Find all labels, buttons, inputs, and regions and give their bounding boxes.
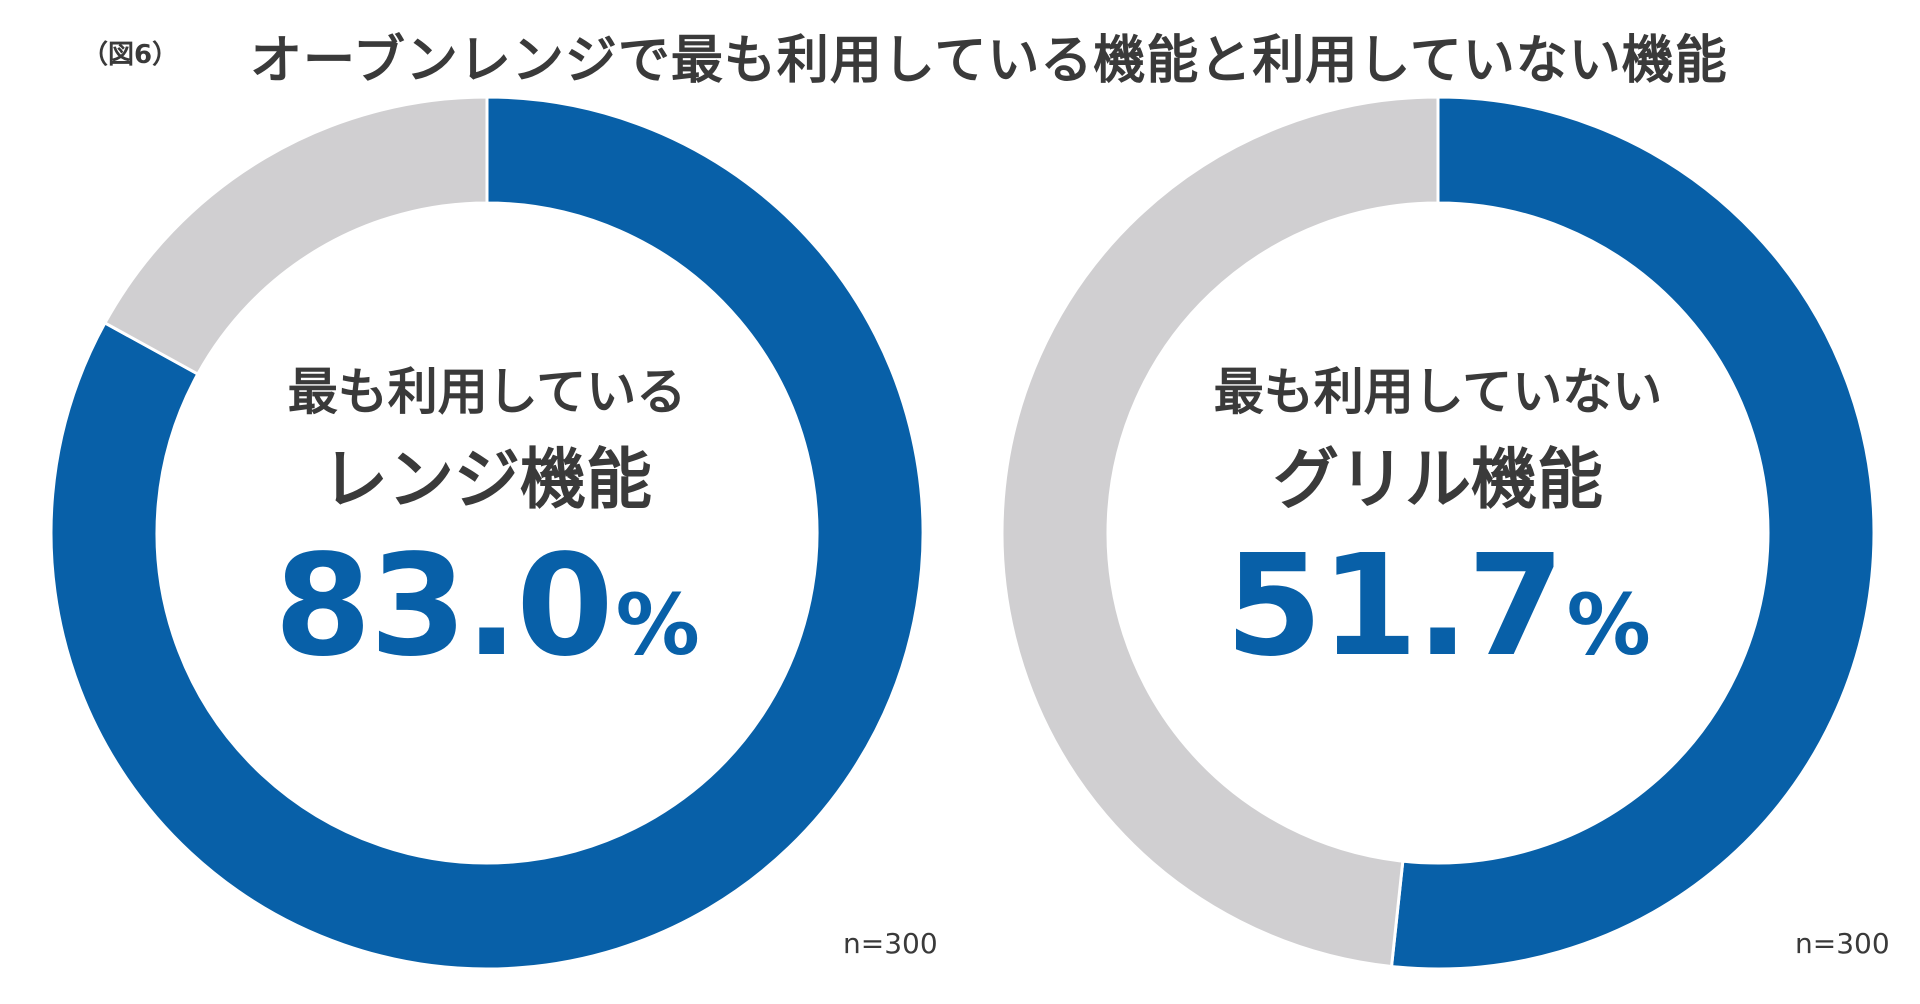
donut-1-sample-size: n=300 (843, 927, 938, 960)
donut-2-value: 51.7% (1188, 537, 1688, 677)
donut-1-value-number: 83.0 (274, 525, 613, 688)
donut-2-center-label: 最も利用していない グリル機能 51.7% (1188, 367, 1688, 677)
donut-1-category: レンジ機能 (322, 441, 652, 518)
donut-2-value-number: 51.7 (1225, 525, 1564, 688)
donut-2-sample-size: n=300 (1795, 927, 1890, 960)
figure-title: オーブンレンジで最も利用している機能と利用していない機能 (250, 31, 1728, 91)
donut-chart-2 (1000, 95, 1876, 971)
donut-1-title: 最も利用している (287, 363, 687, 421)
donut-1-highlight-slice (49, 95, 925, 971)
donut-2-title: 最も利用していない (1213, 363, 1663, 421)
donut-2-category: グリル機能 (1273, 441, 1603, 518)
donut-1-value-unit: % (615, 576, 700, 674)
figure-label: （図6） (82, 40, 179, 70)
donut-2-remainder-slice (1000, 95, 1440, 969)
donut-1-value: 83.0% (237, 537, 737, 677)
donut-2-value-unit: % (1566, 576, 1651, 674)
donut-chart-1 (49, 95, 925, 971)
donut-1-center-label: 最も利用している レンジ機能 83.0% (237, 367, 737, 677)
donut-1-remainder-slice (102, 95, 489, 377)
donut-2-highlight-slice (1389, 95, 1876, 971)
